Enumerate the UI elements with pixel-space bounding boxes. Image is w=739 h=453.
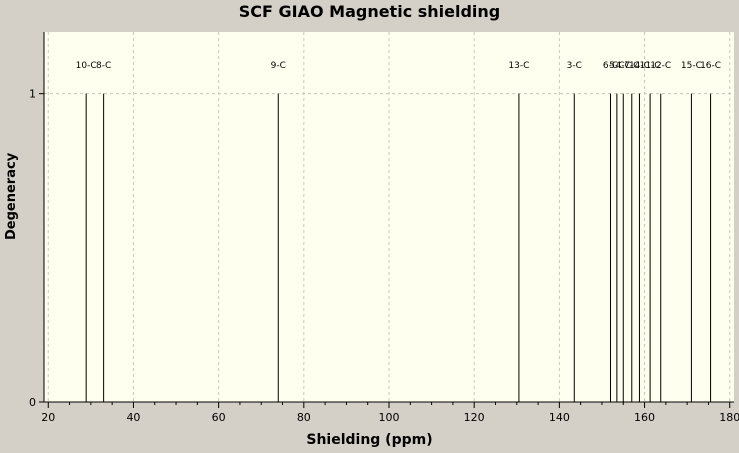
peak-label: 6-C: [603, 61, 618, 71]
x-tick-label: 80: [297, 411, 311, 424]
peak-label: 9-C: [271, 61, 286, 71]
x-tick-label: 120: [464, 411, 485, 424]
peak-label: 4-C: [616, 61, 631, 71]
x-tick-label: 180: [719, 411, 739, 424]
chart-title: SCF GIAO Magnetic shielding: [238, 2, 501, 21]
y-tick-label: 1: [29, 88, 36, 101]
peak-label: 8-C: [96, 61, 111, 71]
y-tick-label: 0: [29, 396, 36, 409]
peak-label: 5-C: [609, 61, 624, 71]
peak-label: 14-C: [629, 61, 650, 71]
peak-label: 11-C: [640, 61, 661, 71]
peak-label: 13-C: [508, 61, 529, 71]
peak-label: 7-C: [624, 61, 639, 71]
x-tick-label: 160: [634, 411, 655, 424]
peak-label: 3-C: [567, 61, 582, 71]
peak-label: 10-C: [76, 61, 97, 71]
x-tick-label: 40: [126, 411, 140, 424]
x-tick-label: 140: [549, 411, 570, 424]
x-axis-title: Shielding (ppm): [306, 432, 433, 448]
x-tick-label: 20: [41, 411, 55, 424]
peak-label: 16-C: [700, 61, 721, 71]
peak-label: 15-C: [681, 61, 702, 71]
x-tick-label: 60: [212, 411, 226, 424]
peak-label: 12-C: [650, 61, 671, 71]
x-tick-label: 100: [379, 411, 400, 424]
